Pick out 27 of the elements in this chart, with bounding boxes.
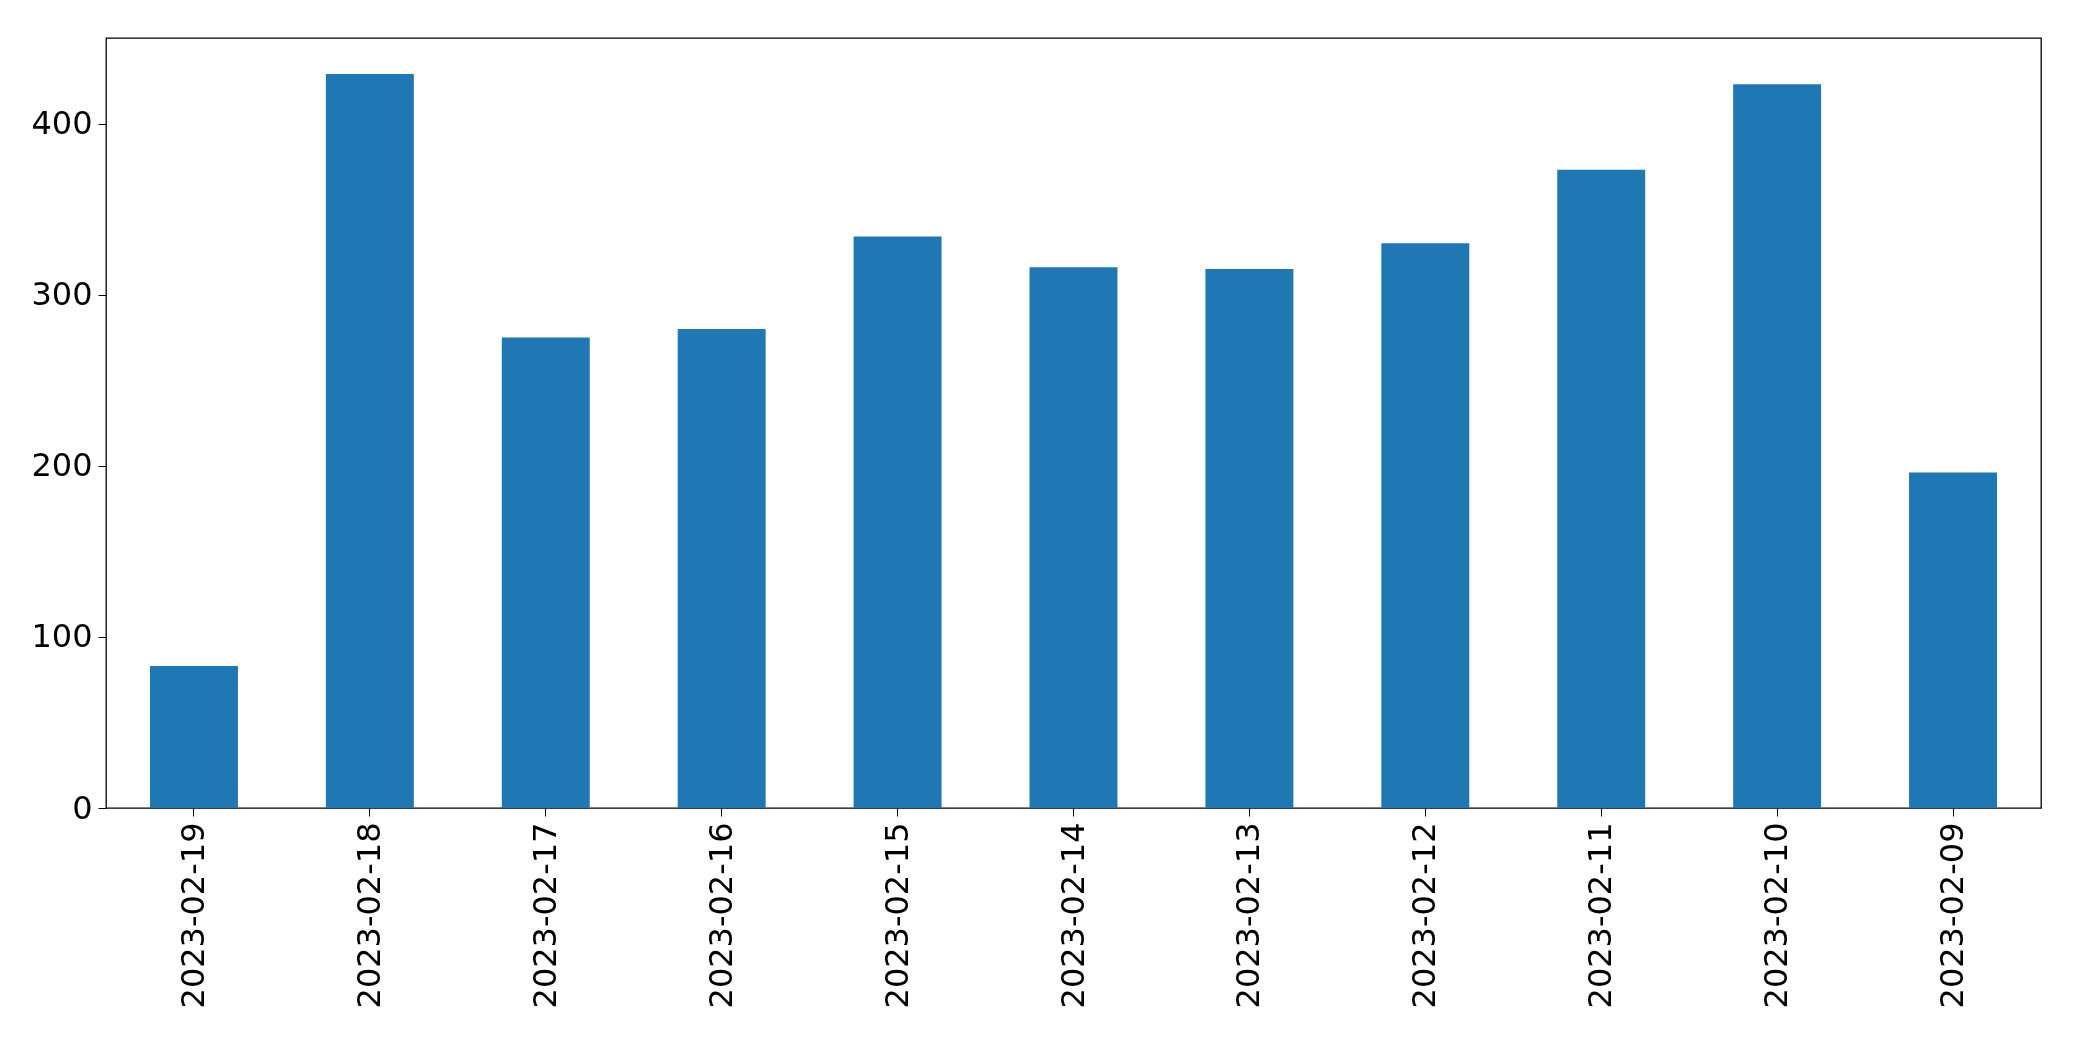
x-tick-label: 2023-02-17: [525, 822, 564, 1009]
bar: [1557, 169, 1646, 808]
bar: [1381, 243, 1470, 808]
x-tick-label: 2023-02-13: [1229, 822, 1268, 1009]
x-tick-label: 2023-02-19: [173, 822, 212, 1009]
y-tick-label: 300: [31, 275, 93, 314]
bar: [677, 328, 766, 808]
bar: [501, 337, 590, 808]
y-tick-label: 100: [31, 617, 93, 656]
x-tick-label: 2023-02-18: [349, 822, 388, 1009]
bar: [1909, 472, 1998, 808]
x-tick-label: 2023-02-11: [1581, 822, 1620, 1009]
x-tick-label: 2023-02-10: [1757, 822, 1796, 1009]
x-tick-label: 2023-02-16: [701, 822, 740, 1009]
bar: [853, 236, 942, 808]
y-tick-label: 400: [31, 104, 93, 143]
x-tick-label: 2023-02-12: [1405, 822, 1444, 1009]
bar: [1733, 84, 1822, 808]
x-tick-label: 2023-02-09: [1933, 822, 1972, 1009]
bar: [325, 73, 414, 808]
bar: [1205, 269, 1294, 808]
x-tick-label: 2023-02-14: [1053, 822, 1092, 1009]
x-tick-label: 2023-02-15: [877, 822, 916, 1009]
y-tick-label: 200: [31, 446, 93, 485]
bar: [149, 665, 238, 808]
bar: [1029, 267, 1118, 808]
y-tick-label: 0: [72, 788, 93, 827]
